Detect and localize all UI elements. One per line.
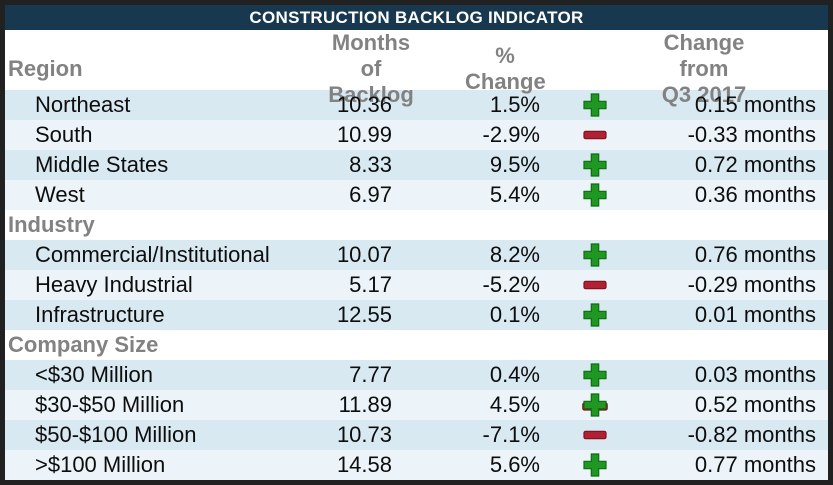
pct-change-value: 0.1% [489, 302, 540, 327]
change-from-value: 0.03 months [694, 362, 816, 387]
pct-change-value: -2.9% [482, 122, 540, 147]
row-label: South [35, 122, 93, 147]
months-backlog-value: 12.55 [336, 302, 392, 327]
row-label: West [35, 182, 85, 207]
months-backlog-value: 5.17 [349, 272, 392, 297]
months-backlog-value: 11.89 [338, 392, 392, 417]
row-label: Northeast [35, 92, 131, 117]
table-row: Northeast 10.36 1.5% 0.15 months [5, 90, 828, 120]
change-from-value: 0.15 months [694, 92, 816, 117]
pct-change-value: 5.6% [489, 452, 540, 477]
change-from-value: 0.76 months [694, 242, 816, 267]
row-label: Middle States [35, 152, 169, 177]
table-row: South 10.99 -2.9% -0.33 months [5, 120, 828, 150]
section-header-row: Industry [5, 210, 828, 240]
column-header-change-from: Change from Q3 2017 [645, 30, 828, 108]
change-header-line1: Change from [663, 30, 745, 81]
table-row: Commercial/Institutional 10.07 8.2% 0.76… [5, 240, 828, 270]
direction-icon-cell [545, 242, 645, 268]
row-label: $30-$50 Million [35, 392, 185, 417]
table-row: >$100 Million 14.58 5.6% 0.77 months [5, 450, 828, 480]
plus-icon [582, 302, 608, 328]
direction-icon-cell [545, 422, 645, 448]
pct-change-value: 8.2% [489, 242, 540, 267]
plus-icon [582, 452, 608, 478]
direction-icon-cell [545, 92, 645, 118]
pct-change-value: -7.1% [482, 422, 540, 447]
pct-change-value: 1.5% [489, 92, 540, 117]
months-backlog-value: 8.33 [349, 152, 392, 177]
direction-icon-cell [545, 392, 645, 418]
plus-icon [582, 242, 608, 268]
direction-icon-cell [545, 272, 645, 298]
table-row: Heavy Industrial 5.17 -5.2% -0.29 months [5, 270, 828, 300]
row-label: >$100 Million [35, 452, 166, 477]
minus-icon [582, 272, 608, 298]
pct-change-value: 9.5% [489, 152, 540, 177]
change-from-value: 0.36 months [694, 182, 816, 207]
pct-change-value: 5.4% [489, 182, 540, 207]
column-header-region: Region [8, 56, 83, 81]
direction-icon-cell [545, 122, 645, 148]
change-from-value: 0.01 months [694, 302, 816, 327]
page-title: CONSTRUCTION BACKLOG INDICATOR [249, 7, 584, 27]
direction-icon-cell [545, 362, 645, 388]
plus-icon [582, 362, 608, 388]
table-body: Northeast 10.36 1.5% 0.15 months South 1… [5, 90, 828, 480]
change-from-value: 0.52 months [694, 392, 816, 417]
direction-icon-cell [545, 452, 645, 478]
months-header-line1: Months of [331, 30, 411, 81]
row-label: Infrastructure [35, 302, 165, 327]
column-header-months-of-backlog: Months of Backlog [310, 30, 420, 108]
plus-icon [582, 92, 608, 118]
table-header-row: Region Months of Backlog % Change Change… [5, 30, 828, 107]
row-label: <$30 Million [35, 362, 154, 387]
plus-minus-icon [582, 392, 608, 418]
table-row: $30-$50 Million 11.89 4.5% 0.52 months [5, 390, 828, 420]
column-header-pct-change: % Change [465, 43, 546, 94]
table-row: <$30 Million 7.77 0.4% 0.03 months [5, 360, 828, 390]
months-header-line2: Backlog [328, 82, 414, 107]
change-from-value: -0.29 months [687, 272, 816, 297]
months-backlog-value: 6.97 [349, 182, 392, 207]
pct-change-value: -5.2% [482, 272, 540, 297]
direction-icon-cell [545, 302, 645, 328]
table-row: Infrastructure 12.55 0.1% 0.01 months [5, 300, 828, 330]
months-backlog-value: 7.77 [349, 362, 392, 387]
section-header-label: Company Size [8, 332, 159, 357]
row-label: Commercial/Institutional [35, 242, 270, 267]
plus-icon [582, 152, 608, 178]
direction-icon-cell [545, 152, 645, 178]
change-from-value: -0.33 months [687, 122, 816, 147]
change-from-value: -0.82 months [687, 422, 816, 447]
change-from-value: 0.77 months [694, 452, 816, 477]
months-backlog-value: 10.73 [336, 422, 392, 447]
months-backlog-value: 10.36 [336, 92, 392, 117]
change-from-value: 0.72 months [694, 152, 816, 177]
direction-icon-cell [545, 182, 645, 208]
row-label: Heavy Industrial [35, 272, 193, 297]
table-row: $50-$100 Million 10.73 -7.1% -0.82 month… [5, 420, 828, 450]
pct-change-value: 4.5% [489, 392, 540, 417]
pct-change-value: 0.4% [489, 362, 540, 387]
section-header-label: Industry [8, 212, 95, 237]
months-backlog-value: 14.58 [336, 452, 392, 477]
row-label: $50-$100 Million [35, 422, 197, 447]
plus-icon [582, 182, 608, 208]
table-row: Middle States 8.33 9.5% 0.72 months [5, 150, 828, 180]
change-header-line2: Q3 2017 [661, 82, 747, 107]
months-backlog-value: 10.07 [336, 242, 392, 267]
title-bar: CONSTRUCTION BACKLOG INDICATOR [5, 5, 828, 30]
months-backlog-value: 10.99 [336, 122, 392, 147]
minus-icon [582, 422, 608, 448]
minus-icon [582, 122, 608, 148]
table-row: West 6.97 5.4% 0.36 months [5, 180, 828, 210]
section-header-row: Company Size [5, 330, 828, 360]
